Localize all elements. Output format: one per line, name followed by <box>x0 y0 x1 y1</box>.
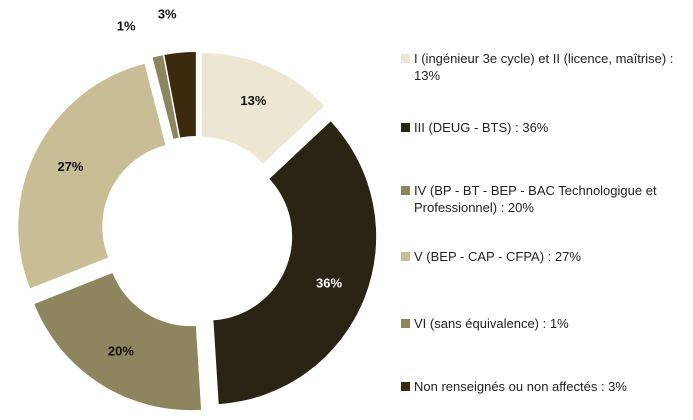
donut-segment <box>152 55 179 139</box>
data-label: 1% <box>117 18 136 33</box>
legend-label: I (ingénieur 3e cycle) et II (licence, m… <box>414 51 674 83</box>
legend-item: VI (sans équivalence) : 1% <box>401 315 686 332</box>
legend-label: IV (BP - BT - BEP - BAC Technologigue et… <box>414 183 657 215</box>
donut-segment <box>34 273 202 411</box>
data-label: 20% <box>108 343 134 358</box>
legend-swatch <box>401 252 410 261</box>
legend-swatch <box>401 382 410 391</box>
legend-swatch <box>401 186 410 195</box>
donut-chart: 13% 36% 20% 27% 1% 3% <box>18 6 377 411</box>
donut-segment <box>213 121 377 405</box>
legend-label: V (BEP - CAP - CFPA) : 27% <box>414 249 581 264</box>
donut-segment <box>164 52 196 138</box>
legend-label: VI (sans équivalence) : 1% <box>414 316 569 331</box>
legend-item: I (ingénieur 3e cycle) et II (licence, m… <box>401 50 686 84</box>
legend-item: V (BEP - CAP - CFPA) : 27% <box>401 248 686 265</box>
legend-label: III (DEUG - BTS) : 36% <box>414 120 549 135</box>
data-label: 36% <box>316 276 342 291</box>
donut-segment <box>201 52 325 164</box>
legend-item: IV (BP - BT - BEP - BAC Technologigue et… <box>401 182 686 216</box>
legend-swatch <box>401 319 410 328</box>
data-label: 13% <box>240 93 266 108</box>
legend-swatch <box>401 123 410 132</box>
donut-segment <box>18 63 166 289</box>
legend-label: Non renseignés ou non affectés : 3% <box>414 379 627 394</box>
legend-item: III (DEUG - BTS) : 36% <box>401 119 686 136</box>
data-label: 27% <box>57 159 83 174</box>
data-label: 3% <box>158 6 177 21</box>
legend-item: Non renseignés ou non affectés : 3% <box>401 378 686 395</box>
legend-swatch <box>401 54 410 63</box>
